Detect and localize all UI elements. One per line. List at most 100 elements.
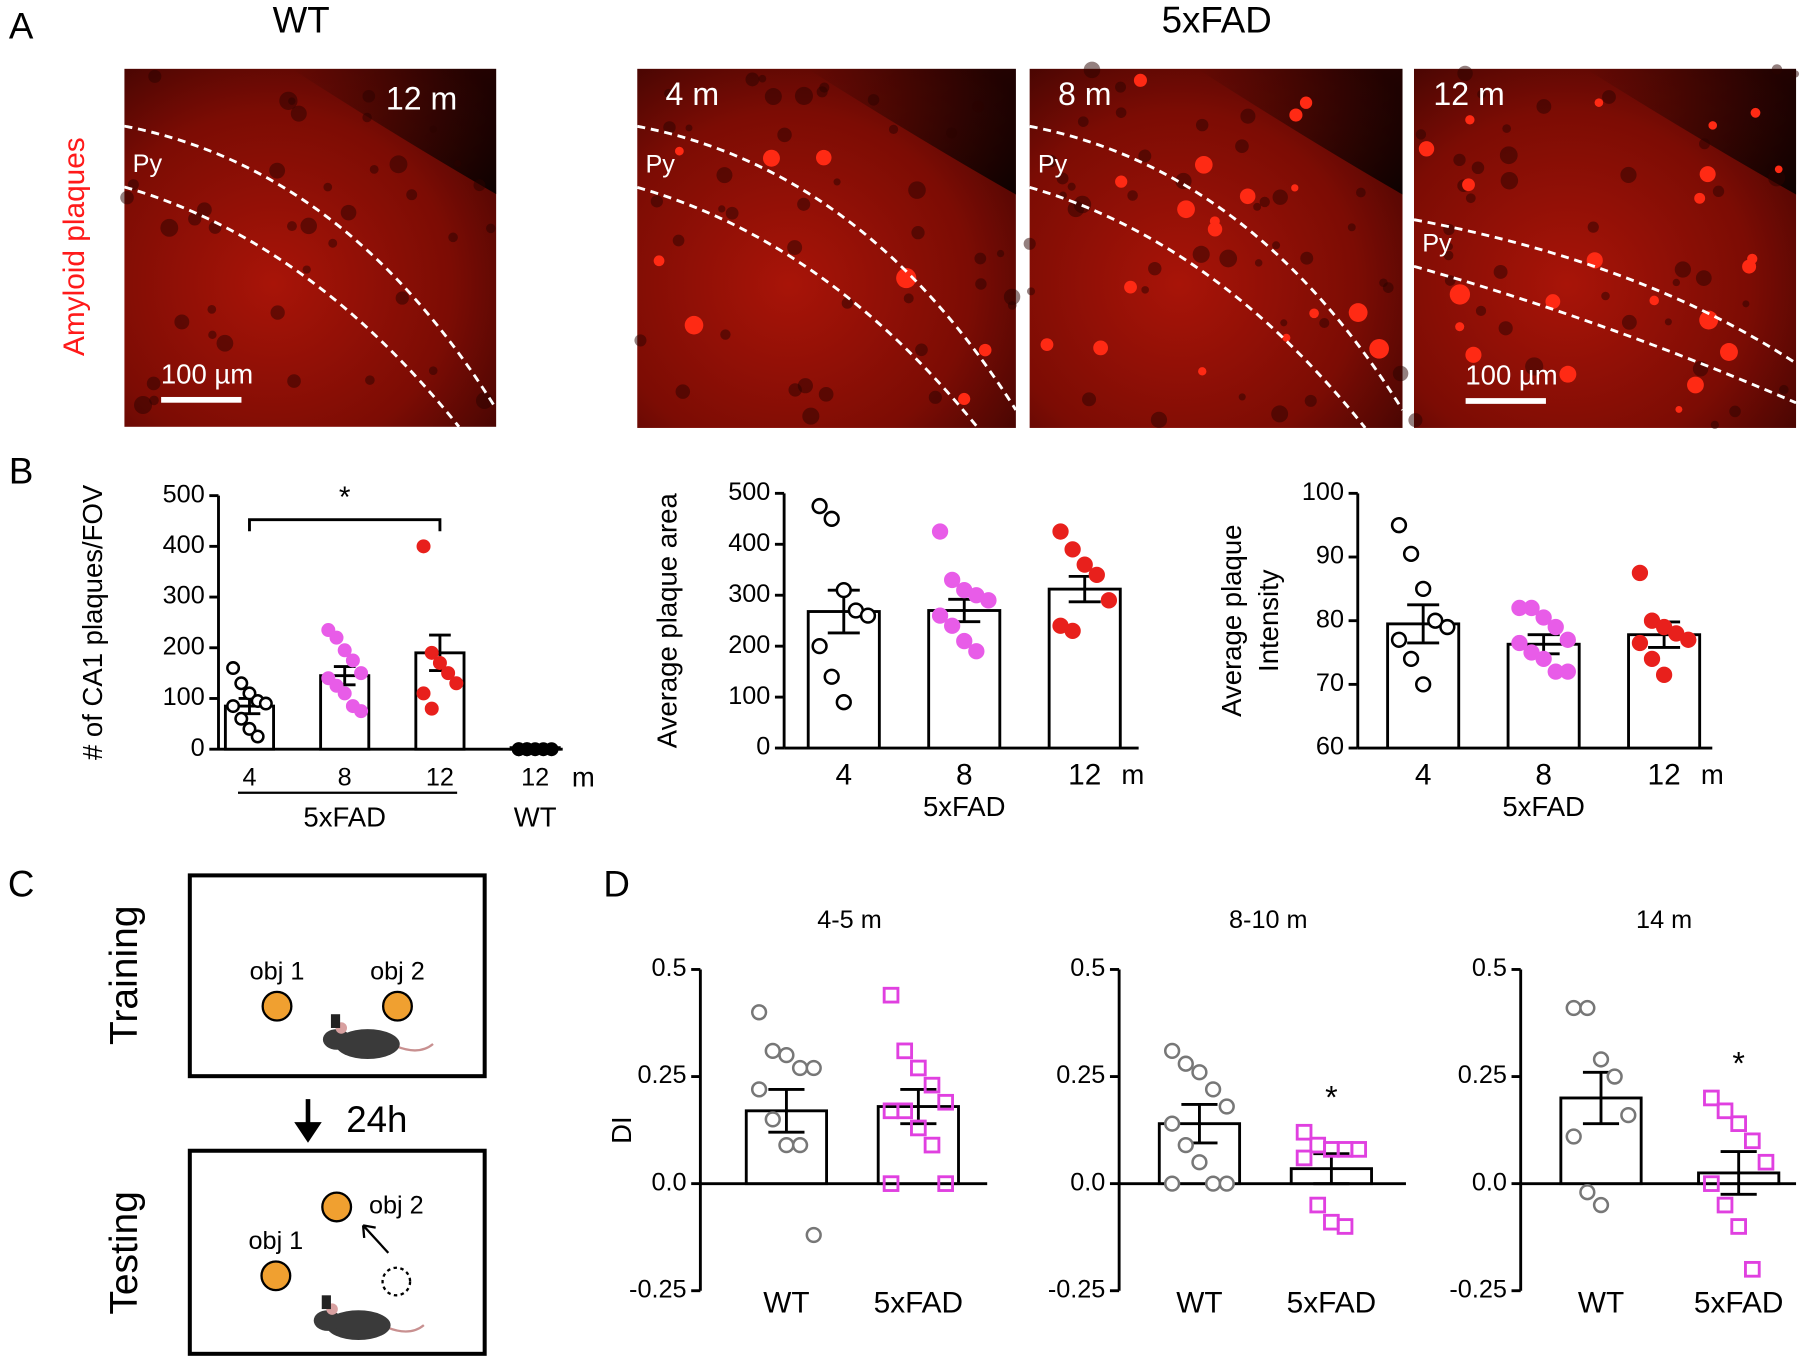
cell xyxy=(797,197,811,211)
data-point xyxy=(1757,1153,1775,1171)
phase-label: Training xyxy=(103,905,146,1044)
data-point xyxy=(835,694,852,711)
data-point xyxy=(242,686,257,701)
cell xyxy=(867,94,880,106)
x-tick-label: 12 xyxy=(1068,759,1101,792)
cell xyxy=(1319,317,1330,329)
data-point xyxy=(1559,663,1576,680)
data-point xyxy=(1204,1081,1222,1098)
mouse-head xyxy=(313,1310,342,1331)
mouse-body xyxy=(335,1029,400,1059)
data-point xyxy=(234,711,249,726)
data-point xyxy=(1350,1141,1368,1158)
data-point xyxy=(882,986,900,1004)
cell xyxy=(1525,357,1544,376)
delay-arrowhead xyxy=(294,1122,322,1143)
y-tick-label: 100 xyxy=(728,682,770,710)
cell xyxy=(1077,116,1089,127)
data-point xyxy=(449,676,464,691)
move-arrow xyxy=(361,1224,390,1254)
data-point xyxy=(1668,625,1685,642)
cell xyxy=(1444,275,1456,286)
age-label: 4 m xyxy=(666,76,720,112)
data-point xyxy=(1309,1196,1327,1214)
cell xyxy=(1271,405,1289,423)
data-point xyxy=(778,1046,795,1064)
cell xyxy=(685,124,693,132)
cell xyxy=(287,374,301,388)
testing-box xyxy=(187,1148,487,1356)
y-tick-label: 500 xyxy=(728,478,770,506)
cell xyxy=(1007,301,1017,310)
cell xyxy=(1003,288,1021,306)
cell xyxy=(1768,169,1786,187)
cell xyxy=(269,162,286,179)
cell xyxy=(1674,261,1691,278)
cell xyxy=(816,86,828,98)
layer-boundary xyxy=(124,124,498,410)
micrograph xyxy=(1408,64,1800,429)
plaque xyxy=(1559,365,1577,383)
cell xyxy=(197,202,212,218)
data-point xyxy=(778,1136,795,1154)
data-point xyxy=(764,1111,781,1128)
cell xyxy=(1272,189,1288,205)
data-point xyxy=(1631,634,1649,652)
group-label: 5xFAD xyxy=(303,801,386,832)
x-tick-label: WT xyxy=(1578,1286,1624,1319)
group-title: 5xFAD xyxy=(1162,0,1272,41)
cell xyxy=(1729,405,1741,418)
plaque xyxy=(1239,188,1256,205)
bar xyxy=(1047,587,1122,750)
scale-bar-label: 100 µm xyxy=(1465,360,1557,391)
cell xyxy=(841,297,854,309)
data-point xyxy=(910,1119,927,1137)
cell xyxy=(279,91,298,110)
cell xyxy=(946,127,958,139)
x-tick-label: 4 xyxy=(835,759,852,792)
cell xyxy=(1254,259,1263,267)
y-axis-label: # of CA1 plaques/FOV xyxy=(77,484,108,760)
cell xyxy=(908,181,926,199)
data-point xyxy=(1565,999,1582,1017)
cell xyxy=(745,72,760,87)
y-tick-label: 100 xyxy=(1302,478,1344,506)
data-point xyxy=(823,510,840,527)
cell xyxy=(1602,90,1616,104)
implant xyxy=(321,1295,331,1310)
chart-title: 8-10 m xyxy=(1229,906,1308,934)
cell xyxy=(1664,318,1672,326)
panel-label: A xyxy=(9,5,34,46)
significance-bracket xyxy=(248,518,442,532)
cell xyxy=(406,189,418,201)
data-point xyxy=(1309,1136,1327,1154)
data-point xyxy=(1716,1102,1734,1120)
data-point xyxy=(544,742,559,757)
cell xyxy=(1115,81,1126,93)
group-label: 5xFAD xyxy=(1502,791,1585,822)
y-tick-label: 100 xyxy=(163,683,205,711)
plaque xyxy=(1649,295,1659,306)
plaque xyxy=(675,146,684,156)
plaque xyxy=(815,149,832,166)
cell xyxy=(302,265,311,274)
x-tick-label: 5xFAD xyxy=(1694,1286,1783,1319)
data-point xyxy=(823,668,840,685)
cell xyxy=(1779,384,1789,395)
dark-region xyxy=(291,68,497,195)
data-point xyxy=(944,617,961,634)
data-point xyxy=(1523,599,1540,617)
delay-label: 24h xyxy=(346,1099,407,1140)
cell xyxy=(758,74,767,83)
cell xyxy=(1500,171,1519,190)
data-point xyxy=(1643,612,1661,629)
data-point xyxy=(321,623,336,638)
cell xyxy=(663,121,676,134)
plaque xyxy=(1115,175,1128,188)
cell xyxy=(362,89,376,103)
significance: * xyxy=(339,481,351,514)
data-point xyxy=(791,1059,809,1077)
cell xyxy=(1445,242,1453,251)
data-point xyxy=(1295,1123,1313,1141)
cell xyxy=(1692,361,1709,377)
